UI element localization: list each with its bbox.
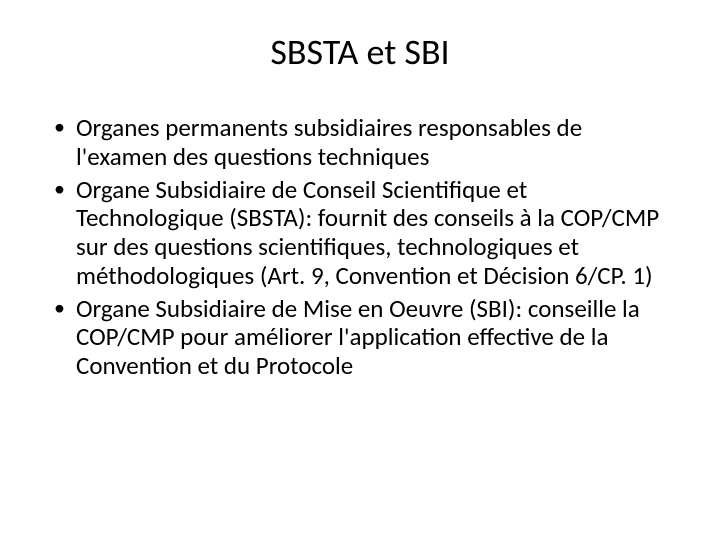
slide-title: SBSTA et SBI [48,30,672,74]
list-item: Organe Subsidiaire de Conseil Scientifiq… [48,176,672,291]
list-item: Organe Subsidiaire de Mise en Oeuvre (SB… [48,295,672,381]
slide-container: SBSTA et SBI Organes permanents subsidia… [0,0,720,540]
list-item: Organes permanents subsidiaires responsa… [48,114,672,172]
bullet-list: Organes permanents subsidiaires responsa… [48,114,672,381]
